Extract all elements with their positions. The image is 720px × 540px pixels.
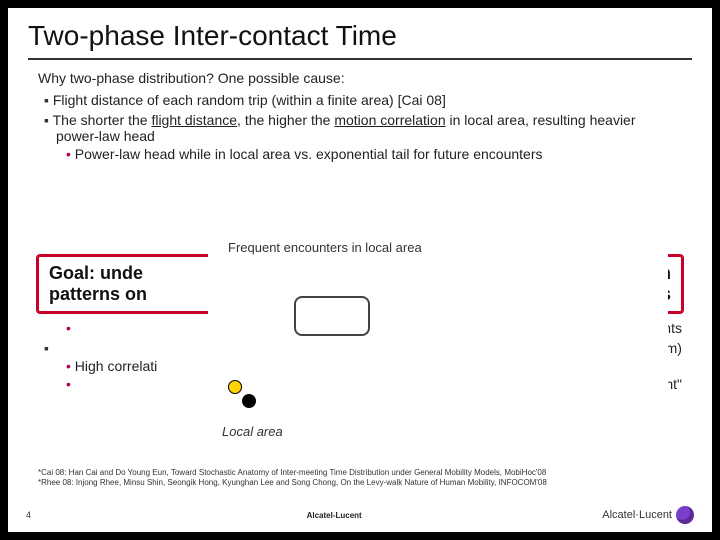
node-yellow-icon — [228, 380, 242, 394]
lead-text: Why two-phase distribution? One possible… — [38, 70, 682, 86]
references: *Cai 08: Han Cai and Do Young Eun, Towar… — [38, 468, 682, 488]
title-rule — [28, 58, 692, 60]
footer: 4 Alcatel-Lucent Alcatel·Lucent — [8, 506, 712, 524]
logo-swirl-icon — [676, 506, 694, 524]
page-number: 4 — [26, 510, 66, 520]
ref-rhee: *Rhee 08: Injong Rhee, Minsu Shin, Seong… — [38, 478, 682, 488]
u2: motion correlation — [334, 112, 445, 128]
left: High correlati — [75, 358, 157, 374]
callout-frequent: Frequent encounters in local area — [228, 240, 422, 255]
subbullet-powerlaw: Power-law head while in local area vs. e… — [66, 146, 682, 162]
t1: The shorter the — [53, 112, 152, 128]
node-black-icon — [242, 394, 256, 408]
slide: Two-phase Inter-contact Time Why two-pha… — [8, 8, 712, 532]
ref-cai: *Cai 08: Han Cai and Do Young Eun, Towar… — [38, 468, 682, 478]
logo-text: Alcatel·Lucent — [602, 509, 672, 521]
bullet-shorter-flight: The shorter the flight distance, the hig… — [44, 112, 682, 144]
text: Flight distance of each random trip (wit… — [53, 92, 446, 108]
body-text: Why two-phase distribution? One possible… — [8, 70, 712, 162]
goal-l2: patterns on — [49, 284, 147, 305]
u1: flight distance — [151, 112, 237, 128]
t2: , the higher the — [237, 112, 334, 128]
brand-center: Alcatel-Lucent — [66, 511, 602, 520]
page-title: Two-phase Inter-contact Time — [8, 8, 712, 58]
brand-logo: Alcatel·Lucent — [602, 506, 694, 524]
local-area-label: Local area — [222, 424, 283, 439]
bullet-flight-distance: Flight distance of each random trip (wit… — [44, 92, 682, 108]
small-box — [294, 296, 370, 336]
goal-l1: Goal: unde — [49, 263, 147, 284]
